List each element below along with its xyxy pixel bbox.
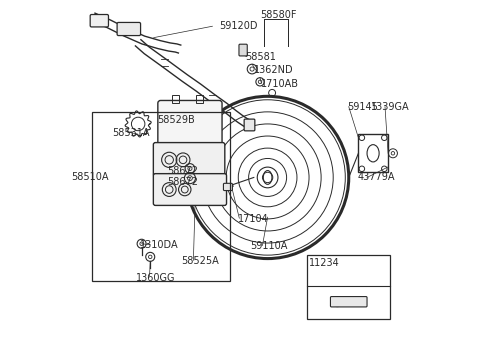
- Text: 1360GG: 1360GG: [136, 272, 176, 283]
- Bar: [307, 255, 390, 319]
- FancyBboxPatch shape: [153, 174, 227, 205]
- Text: 59110A: 59110A: [251, 242, 288, 252]
- Text: 59120D: 59120D: [219, 21, 258, 31]
- Text: 58525A: 58525A: [181, 256, 219, 266]
- Text: 58531A: 58531A: [112, 128, 150, 137]
- Bar: [196, 95, 203, 103]
- Text: 11234: 11234: [309, 258, 340, 268]
- Text: 58672: 58672: [168, 166, 199, 175]
- Text: 17104: 17104: [238, 214, 269, 224]
- FancyBboxPatch shape: [239, 44, 247, 56]
- Text: 1310DA: 1310DA: [140, 240, 179, 250]
- Text: 59145: 59145: [347, 102, 378, 112]
- Bar: [172, 95, 179, 103]
- Bar: [92, 112, 229, 281]
- Text: 58581: 58581: [245, 52, 276, 62]
- Text: 43779A: 43779A: [358, 173, 395, 182]
- FancyBboxPatch shape: [117, 23, 141, 35]
- Text: 1362ND: 1362ND: [254, 65, 293, 76]
- FancyBboxPatch shape: [244, 119, 255, 131]
- Text: 58510A: 58510A: [71, 173, 108, 182]
- FancyBboxPatch shape: [158, 101, 222, 146]
- Text: 58580F: 58580F: [260, 10, 296, 20]
- FancyBboxPatch shape: [90, 15, 108, 27]
- Text: 58672: 58672: [168, 177, 199, 187]
- Text: 1339GA: 1339GA: [371, 102, 410, 112]
- Bar: [359, 134, 388, 172]
- Text: 58529B: 58529B: [157, 116, 195, 126]
- FancyBboxPatch shape: [153, 143, 225, 176]
- FancyBboxPatch shape: [223, 183, 232, 191]
- Text: 1710AB: 1710AB: [261, 79, 299, 88]
- FancyBboxPatch shape: [330, 296, 367, 307]
